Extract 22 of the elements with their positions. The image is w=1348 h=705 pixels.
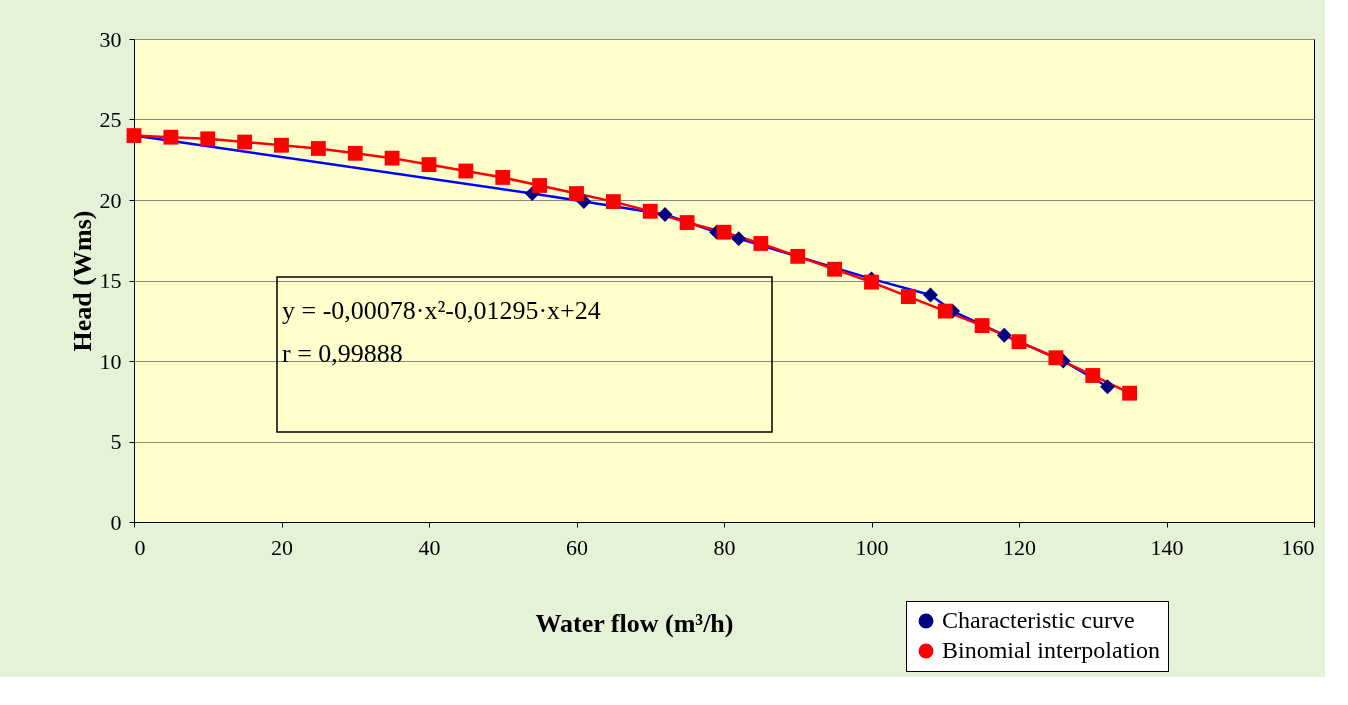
y-tick-label: 30 <box>99 26 122 52</box>
x-tick-label: 60 <box>566 534 588 560</box>
x-axis-title: Water flow (m³/h) <box>535 608 734 638</box>
x-tick-label: 160 <box>1281 534 1315 560</box>
x-tick-label: 100 <box>855 534 889 560</box>
y-tick-label: 25 <box>99 107 122 132</box>
x-tick-label: 0 <box>134 534 146 560</box>
x-tick-label: 120 <box>1003 534 1036 560</box>
y-tick-label: 5 <box>110 429 122 454</box>
x-tick-label: 140 <box>1150 534 1184 560</box>
y-tick-label: 10 <box>99 348 122 374</box>
y-tick-label: 15 <box>99 268 122 293</box>
x-tick-label: 80 <box>713 534 736 560</box>
annotation: r = 0,99888 <box>282 339 403 368</box>
legend-label: Binomial interpolation <box>942 637 1160 663</box>
legend-label: Characteristic curve <box>942 607 1135 633</box>
x-tick-label: 20 <box>271 534 293 560</box>
x-tick-label: 40 <box>418 534 441 560</box>
y-tick-label: 0 <box>110 509 122 535</box>
y-axis-title: Head (Wms) <box>67 210 97 352</box>
annotation: y = -0,00078·x²-0,01295·x+24 <box>282 296 601 325</box>
y-tick-label: 20 <box>99 187 122 213</box>
